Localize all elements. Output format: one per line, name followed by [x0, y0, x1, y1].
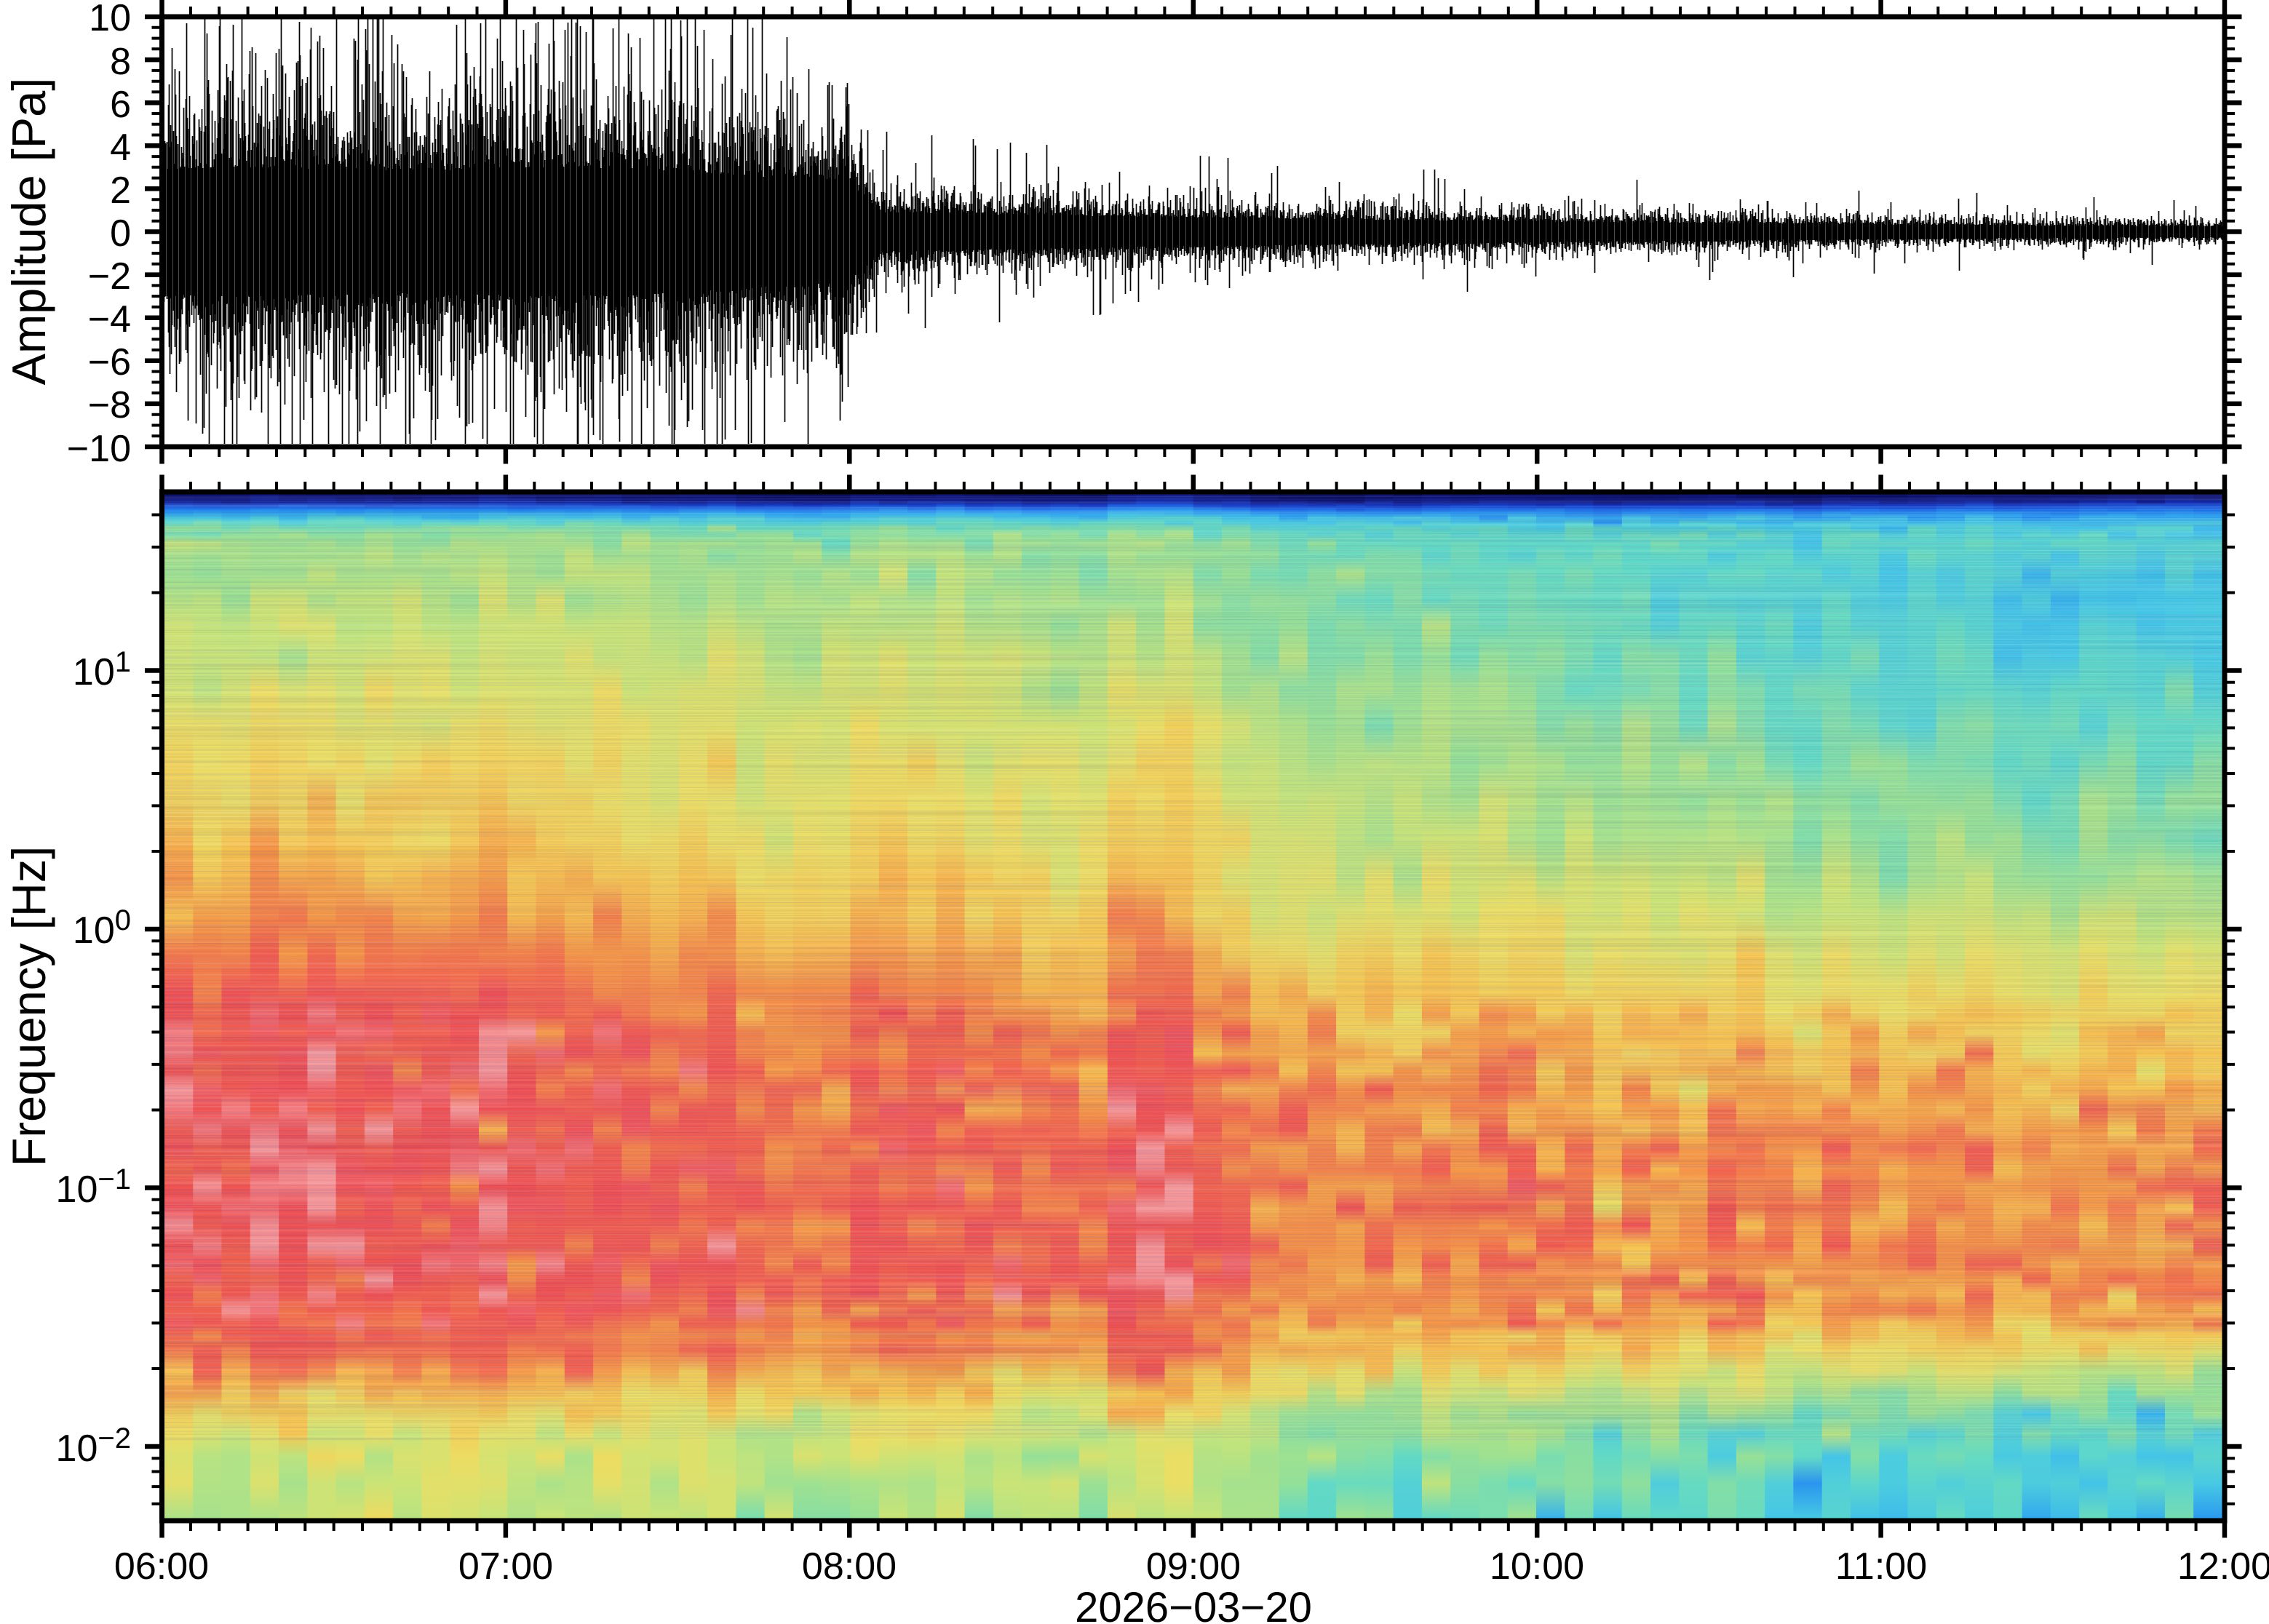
svg-text:−6: −6: [88, 341, 131, 383]
svg-text:08:00: 08:00: [802, 1545, 897, 1588]
svg-text:−8: −8: [88, 384, 131, 426]
svg-text:2: 2: [110, 170, 131, 212]
svg-text:11:00: 11:00: [1835, 1545, 1927, 1588]
svg-text:09:00: 09:00: [1146, 1545, 1241, 1588]
svg-text:6: 6: [110, 84, 131, 126]
svg-text:−2: −2: [88, 255, 131, 298]
svg-text:4: 4: [110, 127, 131, 169]
svg-text:−10: −10: [67, 428, 131, 470]
svg-text:Frequency [Hz]: Frequency [Hz]: [2, 846, 55, 1167]
svg-text:0: 0: [110, 212, 131, 255]
svg-text:8: 8: [110, 41, 131, 83]
svg-text:06:00: 06:00: [114, 1545, 209, 1588]
svg-text:Amplitude [Pa]: Amplitude [Pa]: [2, 78, 55, 386]
svg-text:10:00: 10:00: [1490, 1545, 1584, 1588]
svg-text:10: 10: [89, 0, 131, 39]
svg-text:12:00: 12:00: [2177, 1545, 2269, 1588]
svg-text:−4: −4: [88, 298, 131, 341]
svg-text:2026−03−20: 2026−03−20: [1075, 1584, 1312, 1624]
svg-text:100: 100: [73, 904, 131, 952]
svg-text:07:00: 07:00: [458, 1545, 553, 1588]
